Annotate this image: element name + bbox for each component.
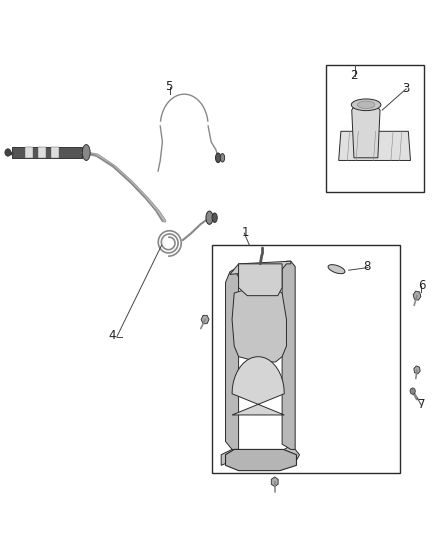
Polygon shape — [232, 357, 284, 415]
Polygon shape — [221, 449, 239, 465]
Ellipse shape — [215, 153, 221, 163]
Text: 8: 8 — [363, 260, 371, 273]
Text: 7: 7 — [417, 398, 425, 411]
Bar — [325, 65, 424, 192]
Bar — [12, 147, 82, 158]
Text: 3: 3 — [403, 83, 410, 95]
Ellipse shape — [328, 265, 345, 273]
Bar — [25, 147, 33, 158]
Text: 4: 4 — [109, 329, 116, 342]
Circle shape — [5, 149, 11, 156]
Polygon shape — [352, 105, 380, 158]
Polygon shape — [280, 447, 300, 465]
Ellipse shape — [212, 213, 217, 222]
Text: 6: 6 — [417, 279, 425, 292]
Ellipse shape — [82, 144, 90, 160]
Polygon shape — [226, 449, 297, 471]
Ellipse shape — [206, 211, 213, 224]
Text: 2: 2 — [350, 69, 358, 82]
Ellipse shape — [220, 154, 225, 162]
Polygon shape — [339, 131, 410, 160]
Polygon shape — [232, 290, 286, 362]
Text: 1: 1 — [241, 225, 249, 239]
Bar — [212, 245, 399, 473]
Bar — [51, 147, 59, 158]
Text: 5: 5 — [165, 80, 173, 93]
Ellipse shape — [357, 101, 375, 109]
Ellipse shape — [351, 99, 381, 111]
Polygon shape — [226, 269, 239, 449]
Polygon shape — [230, 261, 291, 274]
Circle shape — [410, 388, 415, 394]
Polygon shape — [282, 261, 295, 449]
Bar — [39, 147, 46, 158]
Polygon shape — [239, 264, 282, 296]
